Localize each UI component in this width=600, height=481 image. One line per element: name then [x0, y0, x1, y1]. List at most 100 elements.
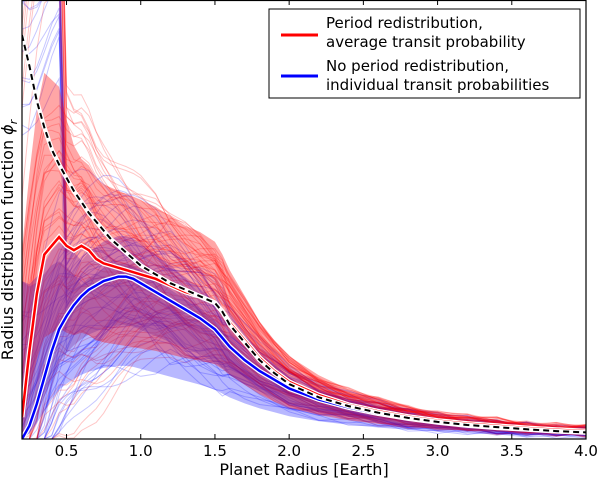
- x-tick-label-7: 4.0: [574, 442, 598, 460]
- blue-sample-trace-4: [22, 250, 586, 439]
- red-sample-trace-46: [61, 0, 586, 433]
- legend-entry-1-line-2: average transit probability: [326, 33, 526, 51]
- red-sample-trace-57: [22, 341, 586, 439]
- blue-sample-trace-54: [22, 339, 586, 439]
- red-sample-trace-16: [22, 104, 586, 434]
- blue-sample-trace-50: [22, 30, 586, 432]
- red-sample-trace-30: [22, 115, 586, 433]
- red-sample-trace-17: [22, 149, 586, 431]
- sample-traces: [22, 0, 586, 439]
- blue-sample-trace-21: [22, 356, 586, 439]
- red-density-band: [22, 72, 586, 435]
- blue-sample-trace-43: [22, 254, 586, 436]
- red-sample-trace-52: [22, 336, 586, 439]
- blue-sample-trace-37: [22, 16, 586, 433]
- blue-sample-trace-3: [59, 0, 586, 434]
- red-sample-trace-45: [22, 349, 586, 439]
- blue-sample-trace-57: [22, 317, 586, 439]
- reference-dashed-line: [22, 34, 586, 434]
- red-sample-trace-40: [63, 0, 586, 430]
- red-sample-trace-14: [22, 129, 586, 434]
- blue-sample-trace-22: [22, 296, 586, 439]
- axes-frame: [21, 0, 587, 440]
- blue-sample-trace-19: [22, 12, 586, 435]
- blue-sample-trace-8: [22, 305, 586, 439]
- blue-sample-trace-11: [22, 310, 586, 439]
- red-sample-trace-12: [22, 0, 586, 431]
- blue-sample-trace-12: [22, 0, 586, 429]
- blue-sample-trace-9: [22, 7, 586, 433]
- legend-entry-2-line-1: No period redistribution,: [326, 57, 509, 75]
- red-sample-trace-5: [22, 241, 586, 439]
- blue-sample-trace-6: [60, 0, 586, 435]
- red-sample-trace-10: [22, 0, 586, 434]
- x-axis-label: Planet Radius [Earth]: [219, 460, 388, 479]
- legend-entry-1-line-1: Period redistribution,: [326, 14, 483, 32]
- blue-sample-trace-20: [22, 320, 586, 439]
- x-tick-label-2: 1.5: [203, 442, 227, 460]
- legend: Period redistribution, average transit p…: [268, 8, 581, 99]
- blue-sample-trace-13: [22, 309, 586, 439]
- red-sample-trace-9: [62, 0, 586, 431]
- red-sample-trace-54: [22, 0, 586, 429]
- blue-sample-trace-48: [22, 315, 586, 439]
- blue-sample-trace-34: [22, 276, 586, 439]
- blue-density-band: [22, 236, 586, 439]
- red-sample-trace-55: [63, 0, 586, 428]
- blue-sample-trace-51: [22, 291, 586, 439]
- blue-sample-trace-10: [22, 76, 586, 434]
- red-sample-trace-3: [22, 260, 586, 439]
- x-axis: 0.5 1.0 1.5 2.0 2.5 3.0 3.5 4.0: [55, 0, 598, 460]
- blue-sample-trace-29: [22, 236, 586, 435]
- density-bands: [22, 72, 586, 439]
- red-sample-trace-33: [22, 208, 586, 437]
- plot-frame: [21, 0, 587, 440]
- red-sample-trace-35: [22, 262, 586, 436]
- y-axis-label: Radius distribution function ϕr: [0, 118, 20, 360]
- blue-sample-trace-1: [22, 0, 586, 430]
- red-sample-trace-39: [22, 0, 586, 430]
- red-sample-trace-15: [63, 0, 586, 430]
- red-sample-trace-1: [22, 0, 586, 430]
- blue-sample-trace-45: [22, 291, 586, 437]
- red-sample-trace-29: [22, 280, 586, 439]
- x-tick-label-5: 3.0: [426, 442, 450, 460]
- blue-sample-trace-52: [22, 306, 586, 439]
- y-axis-label-group: Radius distribution function ϕr: [0, 118, 20, 360]
- red-sample-trace-48: [63, 0, 586, 429]
- x-tick-label-3: 2.0: [277, 442, 301, 460]
- x-tick-label-0: 0.5: [55, 442, 79, 460]
- red-sample-trace-42: [22, 149, 586, 433]
- blue-sample-trace-56: [22, 307, 586, 438]
- red-sample-trace-26: [63, 0, 586, 429]
- blue-sample-trace-28: [22, 0, 586, 435]
- blue-sample-trace-27: [22, 36, 586, 430]
- red-sample-trace-34: [22, 183, 586, 434]
- overlap-density-band: [22, 261, 586, 439]
- red-sample-trace-38: [22, 307, 586, 439]
- legend-entry-2-line-2: individual transit probabilities: [326, 76, 549, 94]
- blue-sample-trace-39: [59, 0, 586, 435]
- red-sample-trace-44: [22, 0, 586, 432]
- red-sample-trace-4: [22, 255, 586, 439]
- legend-box: [268, 8, 581, 99]
- blue-sample-trace-5: [22, 322, 586, 439]
- blue-sample-trace-38: [22, 347, 586, 439]
- x-tick-label-6: 3.5: [500, 442, 524, 460]
- red-sample-trace-37: [63, 0, 586, 429]
- red-sample-trace-25: [22, 159, 586, 433]
- red-sample-trace-20: [22, 169, 586, 434]
- red-sample-trace-41: [22, 188, 586, 431]
- blue-sample-trace-14: [22, 28, 586, 431]
- red-sample-trace-56: [22, 290, 586, 439]
- red-sample-trace-6: [22, 156, 586, 431]
- red-sample-trace-19: [22, 243, 586, 439]
- blue-sample-trace-35: [22, 308, 586, 439]
- red-sample-trace-13: [22, 300, 586, 439]
- blue-sample-trace-2: [22, 272, 586, 437]
- red-sample-trace-23: [63, 0, 586, 432]
- red-sample-trace-31: [22, 334, 586, 439]
- x-tick-label-4: 2.5: [351, 442, 375, 460]
- red-sample-trace-36: [22, 225, 586, 434]
